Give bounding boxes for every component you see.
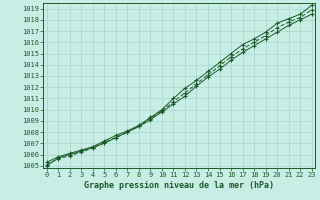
X-axis label: Graphe pression niveau de la mer (hPa): Graphe pression niveau de la mer (hPa)	[84, 181, 274, 190]
